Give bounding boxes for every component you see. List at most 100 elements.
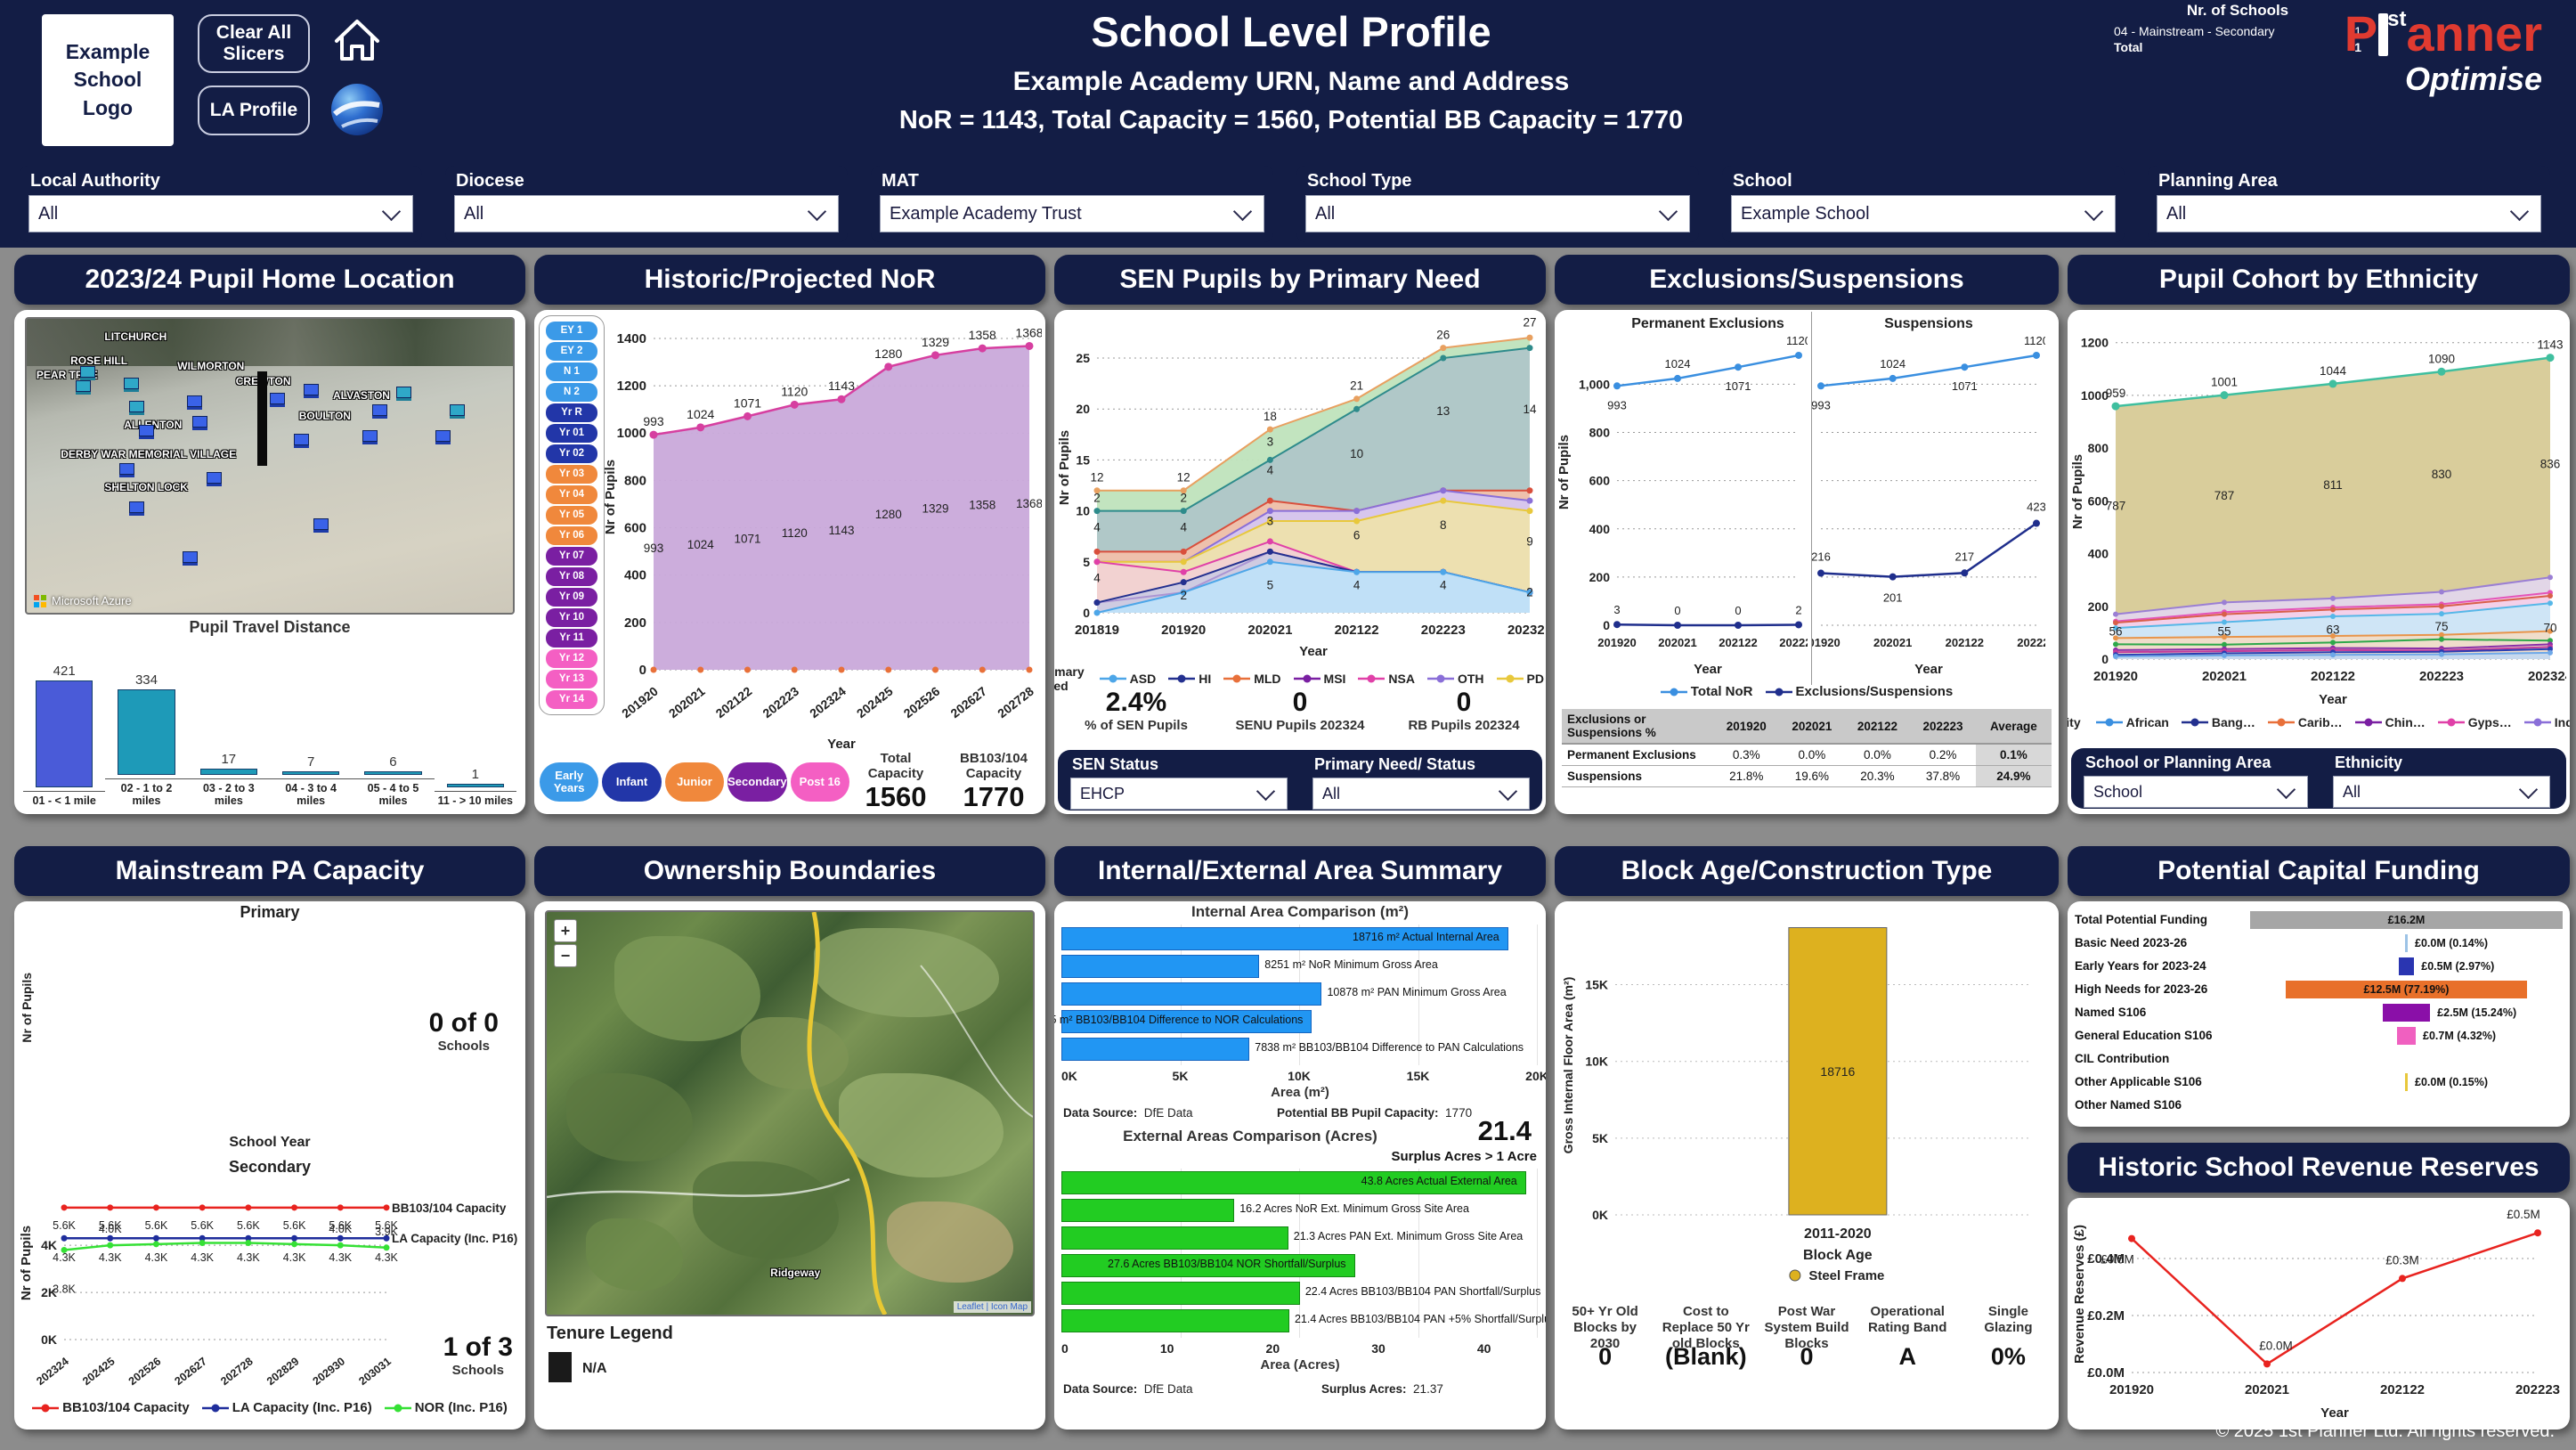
legend-item: Exclusions/Suspensions [1765, 684, 1953, 699]
year-group-button-yr13[interactable]: Yr 13 [546, 670, 597, 688]
svg-text:5.6K: 5.6K [145, 1219, 168, 1232]
year-group-button-yr05[interactable]: Yr 05 [546, 506, 597, 525]
internal-area-x-label: Area (m²) [1271, 1085, 1329, 1100]
hbar-row: 43.8 Acres Actual External Area [1061, 1169, 1537, 1196]
slicer-dropdown[interactable]: School [2084, 776, 2308, 808]
svg-text:4.3K: 4.3K [53, 1251, 76, 1264]
svg-text:1024: 1024 [1880, 357, 1906, 371]
primary-y-axis-label: Nr of Pupils [20, 973, 34, 1043]
hbar-row: 10878 m² PAN Minimum Gross Area [1061, 980, 1537, 1007]
external-area-chart: 43.8 Acres Actual External Area 16.2 Acre… [1061, 1169, 1546, 1338]
svg-text:2: 2 [1795, 603, 1801, 616]
svg-text:423: 423 [2027, 501, 2045, 514]
legend-item: Carib… [2267, 715, 2343, 729]
map-zoom-out-button[interactable]: − [554, 944, 577, 967]
home-icon[interactable] [328, 11, 386, 69]
year-group-button-yr11[interactable]: Yr 11 [546, 629, 597, 648]
year-group-button-n1[interactable]: N 1 [546, 362, 597, 381]
map-place-label: DERBY WAR MEMORIAL VILLAGE [61, 448, 237, 461]
svg-text:201920: 201920 [1812, 636, 1841, 649]
svg-text:200: 200 [624, 615, 646, 631]
svg-text:1400: 1400 [617, 331, 646, 346]
secondary-capacity-chart: 0K 2K 4K 202324 202425 202526 202627 202728 2028… [18, 1176, 522, 1399]
google-earth-icon[interactable] [329, 82, 385, 137]
ethnicity-slicer-panel: School or Planning Area School Ethnicity Al… [2071, 748, 2566, 809]
slicer-value: Example Academy Trust [890, 203, 1082, 224]
surplus-acres-big-value: 21.4 [1477, 1115, 1532, 1146]
pupil-location-marker [371, 403, 387, 416]
svg-text:0: 0 [2101, 652, 2109, 666]
travel-distance-bar: 6 05 - 4 to 5 miles [352, 754, 435, 807]
pupil-location-marker [207, 471, 223, 484]
year-group-button-n2[interactable]: N 2 [546, 383, 597, 402]
slicer-dropdown[interactable]: All [28, 195, 413, 232]
year-group-button-yr09[interactable]: Yr 09 [546, 588, 597, 607]
svg-text:202829: 202829 [264, 1355, 302, 1388]
svg-text:4: 4 [1180, 520, 1187, 534]
slicer-dropdown[interactable]: All [2157, 195, 2541, 232]
year-group-button-yr04[interactable]: Yr 04 [546, 485, 597, 504]
svg-text:202122: 202122 [1719, 636, 1757, 649]
internal-area-axis: 0K 5K 10K 15K 20K [1061, 1069, 1546, 1083]
svg-text:70: 70 [2543, 621, 2556, 634]
ownership-boundaries-map[interactable]: + − Ridgeway Leaflet | Icon Map [545, 910, 1035, 1316]
svg-text:400: 400 [2088, 547, 2109, 561]
year-group-button-yr02[interactable]: Yr 02 [546, 444, 597, 463]
svg-text:3.8K: 3.8K [53, 1283, 76, 1295]
svg-text:202223: 202223 [2017, 636, 2045, 649]
svg-text:216: 216 [1812, 550, 1831, 564]
year-group-button-ey1[interactable]: EY 1 [546, 322, 597, 340]
svg-text:5: 5 [1083, 555, 1090, 569]
slicer-dropdown[interactable]: EHCP [1070, 778, 1288, 810]
year-group-button-ey2[interactable]: EY 2 [546, 342, 597, 361]
la-profile-button[interactable]: LA Profile [198, 86, 310, 135]
svg-text:800: 800 [624, 473, 646, 488]
legend-item: NSA [1358, 672, 1415, 686]
map-zoom-in-button[interactable]: + [554, 919, 577, 942]
year-group-button-yr10[interactable]: Yr 10 [546, 608, 597, 627]
svg-text:202324: 202324 [2528, 669, 2566, 684]
map-place-label: WILMORTON [177, 360, 245, 373]
svg-text:800: 800 [1589, 426, 1611, 440]
svg-text:202627: 202627 [172, 1355, 209, 1388]
map-place-label: BOULTON [298, 410, 351, 423]
svg-text:0K: 0K [1592, 1208, 1608, 1222]
svg-text:4.3K: 4.3K [329, 1251, 352, 1264]
hbar-row: 8251 m² NoR Minimum Gross Area [1061, 952, 1537, 980]
slicer-dropdown[interactable]: All [1312, 778, 1530, 810]
svg-text:2: 2 [1093, 491, 1101, 504]
clear-all-slicers-button[interactable]: Clear All Slicers [198, 14, 310, 73]
year-group-button-yr14[interactable]: Yr 14 [546, 690, 597, 709]
svg-text:800: 800 [2088, 441, 2109, 455]
title-block: School Level Profile Example Academy URN… [801, 0, 1781, 135]
slicer-dropdown[interactable]: All [1305, 195, 1690, 232]
svg-text:2K: 2K [41, 1285, 57, 1299]
slicer-label: Local Authority [30, 171, 160, 191]
exclusions-legend: Total NoR Exclusions/Suspensions [1555, 684, 2059, 699]
year-group-button-yrr[interactable]: Yr R [546, 403, 597, 422]
svg-text:201: 201 [1883, 591, 1903, 605]
svg-text:787: 787 [2214, 489, 2235, 502]
year-group-button-yr12[interactable]: Yr 12 [546, 649, 597, 668]
year-group-button-yr06[interactable]: Yr 06 [546, 526, 597, 545]
slicer-dropdown[interactable]: All [2333, 776, 2550, 808]
slicer-dropdown[interactable]: Example Academy Trust [880, 195, 1264, 232]
year-group-button-yr08[interactable]: Yr 08 [546, 567, 597, 586]
slicer-label: Planning Area [2158, 171, 2278, 191]
year-group-button-yr01[interactable]: Yr 01 [546, 424, 597, 443]
slicer-school-or-planning-area: School or Planning Area School [2076, 752, 2315, 808]
svg-text:203031: 203031 [356, 1355, 394, 1388]
svg-text:2: 2 [1526, 586, 1533, 599]
year-group-button-yr07[interactable]: Yr 07 [546, 547, 597, 566]
year-group-button-yr03[interactable]: Yr 03 [546, 465, 597, 484]
slicer-dropdown[interactable]: All [454, 195, 839, 232]
card-title-sen: SEN Pupils by Primary Need [1054, 255, 1546, 305]
block-kpi: 50+ Yr Old Blocks by 2030 0 [1572, 1304, 1638, 1370]
slicer-dropdown[interactable]: Example School [1731, 195, 2116, 232]
pupil-location-marker [294, 433, 310, 445]
svg-text:1143: 1143 [2537, 338, 2563, 352]
svg-text:4: 4 [1440, 579, 1447, 592]
svg-text:3: 3 [1267, 435, 1274, 448]
slicer-label: SEN Status [1072, 755, 1159, 773]
